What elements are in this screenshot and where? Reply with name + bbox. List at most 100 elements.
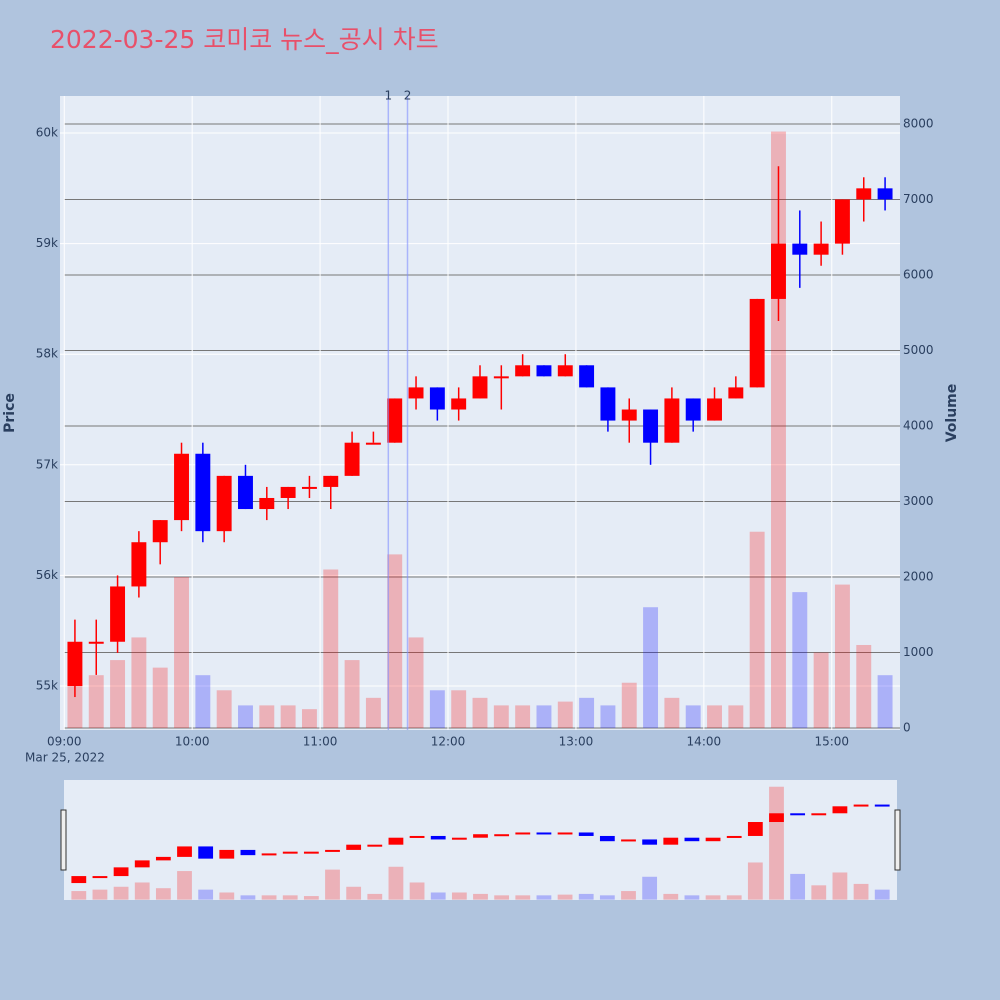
x-date-label: Mar 25, 2022	[25, 751, 105, 765]
x-tick-label: 13:00	[559, 735, 594, 749]
slider-volume-bar	[346, 886, 362, 900]
slider-volume-bar	[578, 893, 594, 900]
y-tick-label: 58k	[36, 347, 58, 361]
slider-candle	[874, 804, 890, 807]
slider-candle	[621, 839, 636, 842]
volume-bar	[472, 697, 488, 729]
volume-bar	[685, 705, 701, 729]
candle-body	[344, 442, 360, 476]
y-tick-label: 60k	[36, 126, 58, 140]
candle-body	[515, 365, 531, 377]
range-handle-right[interactable]	[894, 809, 901, 871]
slider-candle	[113, 867, 129, 877]
slider-volume-bar	[134, 882, 150, 900]
candle-body	[472, 376, 488, 399]
slider-candle	[451, 837, 467, 840]
volume-bar	[365, 697, 381, 729]
volume-bar	[515, 705, 531, 729]
slider-volume-bar	[515, 895, 531, 900]
candle-body	[813, 243, 829, 255]
slider-candle	[557, 832, 573, 835]
slider-candle	[155, 856, 171, 861]
slider-candle	[388, 837, 404, 845]
volume-bar	[600, 705, 616, 729]
slider-candle	[261, 853, 277, 856]
slider-volume-bar	[853, 883, 869, 900]
candle-body	[216, 475, 232, 532]
slider-candle	[515, 832, 531, 835]
slider-candle	[726, 835, 742, 838]
slider-volume-bar	[747, 862, 763, 900]
volume-bar	[152, 667, 168, 729]
candle-body	[600, 387, 616, 421]
volume-bar	[664, 697, 680, 729]
volume-bar	[451, 690, 467, 729]
range-handle-left[interactable]	[60, 809, 67, 871]
candle-body	[429, 387, 445, 410]
volume-bar	[813, 652, 829, 729]
volume-bar	[323, 569, 339, 729]
slider-candle	[219, 849, 235, 859]
candle-body	[536, 365, 552, 377]
volume-bar	[131, 637, 147, 729]
slider-candle	[71, 876, 87, 884]
slider-volume-bar	[113, 886, 129, 900]
slider-candle	[367, 844, 383, 847]
plot-area	[60, 96, 900, 730]
y2-tick-label: 7000	[903, 192, 934, 206]
slider-candle	[325, 849, 340, 852]
candle-body	[728, 387, 744, 399]
slider-candle	[409, 835, 425, 838]
candle-body	[67, 641, 83, 686]
volume-bar	[877, 675, 893, 729]
slider-volume-bar	[367, 893, 383, 900]
candle-body	[195, 453, 211, 532]
slider-candle	[663, 837, 679, 845]
candle-body	[280, 486, 296, 498]
slider-volume-bar	[599, 895, 615, 900]
volume-bar	[301, 709, 317, 729]
candle-body	[451, 398, 467, 410]
volume-bar	[280, 705, 296, 729]
candle-body	[387, 398, 403, 443]
x-tick-label: 10:00	[175, 735, 210, 749]
volume-bar	[259, 705, 275, 729]
slider-volume-bar	[663, 893, 679, 900]
slider-volume-bar	[642, 876, 658, 900]
candle-body	[493, 376, 509, 379]
slider-candle	[769, 813, 784, 823]
slider-volume-bar	[473, 893, 488, 900]
range-slider[interactable]	[64, 780, 897, 900]
slider-volume-bar	[261, 895, 277, 900]
candle-body	[834, 199, 850, 244]
candle-body	[110, 586, 126, 642]
candle-body	[664, 398, 680, 443]
x-tick-label: 11:00	[303, 735, 338, 749]
slider-candle	[705, 837, 721, 842]
slider-candle	[430, 835, 446, 840]
candle-body	[856, 188, 872, 200]
y2-tick-label: 0	[903, 721, 911, 735]
slider-volume-bar	[621, 891, 636, 900]
slider-volume-bar	[155, 888, 171, 900]
y2-tick-label: 4000	[903, 419, 934, 433]
slider-candle	[177, 846, 192, 857]
y-axis-title: Price	[2, 393, 18, 433]
slider-volume-bar	[388, 866, 404, 900]
volume-bar	[216, 690, 232, 729]
slider-volume-bar	[240, 895, 256, 900]
slider-candle	[198, 846, 214, 859]
slider-volume-bar	[684, 895, 700, 900]
volume-bar	[621, 682, 637, 729]
slider-volume-bar	[726, 895, 742, 900]
slider-candle	[790, 813, 806, 816]
candle-body	[877, 188, 893, 200]
slider-candle	[578, 832, 594, 836]
candle-body	[238, 475, 253, 510]
candle-body	[88, 641, 104, 644]
slider-volume-bar	[790, 873, 806, 900]
slider-candle	[642, 839, 658, 845]
volume-bar	[493, 705, 509, 729]
candle-body	[408, 387, 424, 399]
